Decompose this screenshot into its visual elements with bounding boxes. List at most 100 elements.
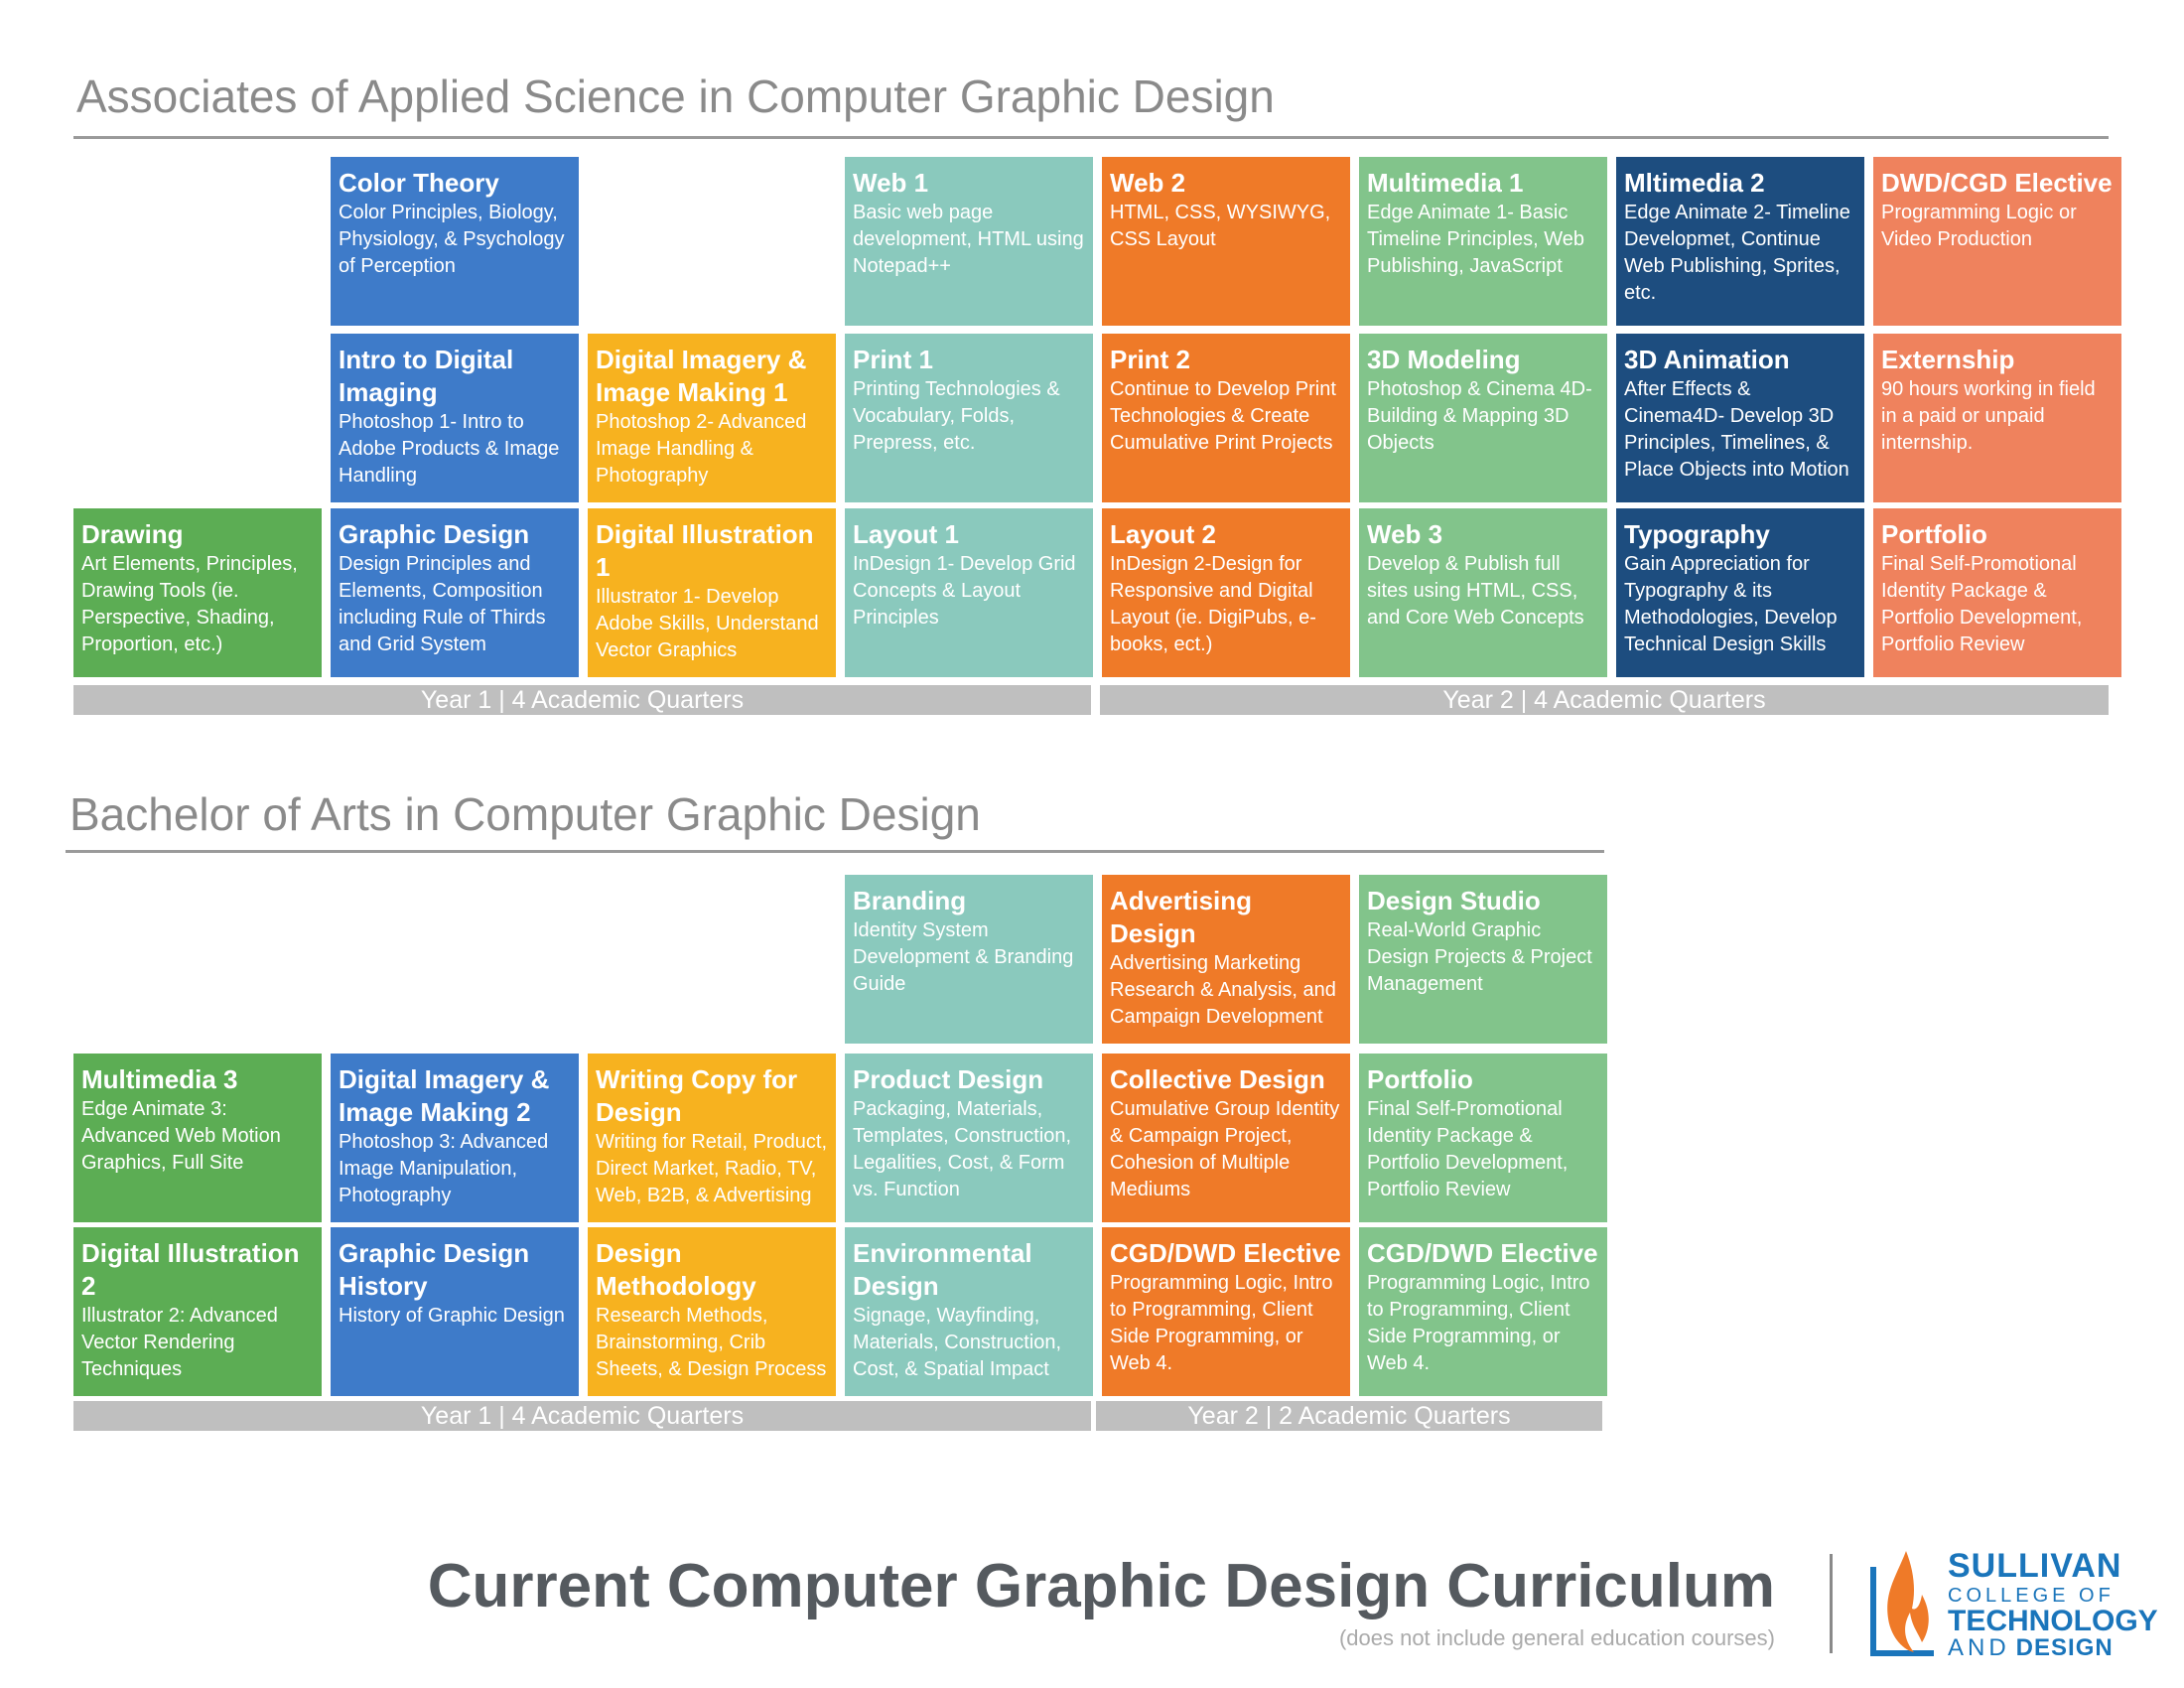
course-description: Color Principles, Biology, Physiology, &… xyxy=(339,202,565,277)
associates-year1-bar: Year 1 | 4 Academic Quarters xyxy=(73,685,1091,715)
course-description: Cumulative Group Identity & Campaign Pro… xyxy=(1110,1098,1340,1200)
course-description: InDesign 1- Develop Grid Concepts & Layo… xyxy=(853,553,1076,629)
course-card-product-design: Product Design Packaging, Materials, Temp… xyxy=(845,1054,1093,1222)
course-description: Edge Animate 3: Advanced Web Motion Grap… xyxy=(81,1098,281,1174)
sullivan-logo: SULLIVAN COLLEGE OF TECHNOLOGY AND DESIGN xyxy=(1866,1547,2164,1661)
course-card-branding: Branding Identity System Development & Br… xyxy=(845,875,1093,1044)
course-card-portfolio: Portfolio Final Self-Promotional Identity… xyxy=(1873,508,2121,677)
course-card-layout-2: Layout 2 InDesign 2-Design for Responsive… xyxy=(1102,508,1350,677)
course-card-graphic-design: Graphic Design Design Principles and Elem… xyxy=(331,508,579,677)
course-card-color-theory: Color Theory Color Principles, Biology, P… xyxy=(331,157,579,326)
course-description: Advertising Marketing Research & Analysi… xyxy=(1110,952,1336,1028)
course-description: Programming Logic, Intro to Programming,… xyxy=(1110,1272,1333,1374)
course-title: Graphic Design History xyxy=(339,1238,530,1301)
course-card-writing-copy-for-design: Writing Copy for Design Writing for Retai… xyxy=(588,1054,836,1222)
logo-line-4: AND DESIGN xyxy=(1948,1634,2114,1662)
course-description: Final Self-Promotional Identity Package … xyxy=(1881,553,2083,655)
course-card-web-2: Web 2 HTML, CSS, WYSIWYG, CSS Layout xyxy=(1102,157,1350,326)
logo-wordmark: SULLIVAN COLLEGE OF TECHNOLOGY AND DESIGN xyxy=(1948,1547,2164,1661)
course-title: Typography xyxy=(1624,519,1770,549)
course-title: 3D Modeling xyxy=(1367,345,1521,374)
logo-line-3: TECHNOLOGY xyxy=(1948,1605,2158,1637)
course-title: Print 1 xyxy=(853,345,933,374)
course-card-design-methodology: Design Methodology Research Methods, Brai… xyxy=(588,1227,836,1396)
footer-divider xyxy=(1830,1554,1833,1653)
course-title: Color Theory xyxy=(339,168,499,198)
course-description: Real-World Graphic Design Projects & Pro… xyxy=(1367,919,1592,995)
course-description: Photoshop & Cinema 4D- Building & Mappin… xyxy=(1367,378,1592,454)
course-title: Graphic Design xyxy=(339,519,530,549)
course-description: Identity System Development & Branding G… xyxy=(853,919,1074,995)
course-card-cgd-dwd-elective: CGD/DWD Elective Programming Logic, Intro… xyxy=(1102,1227,1350,1396)
course-title: Digital Imagery & Image Making 1 xyxy=(596,345,807,407)
course-card-environmental-design: Environmental Design Signage, Wayfinding,… xyxy=(845,1227,1093,1396)
course-title: Digital Illustration 2 xyxy=(81,1238,300,1301)
course-card-externship: Externship 90 hours working in field in a… xyxy=(1873,334,2121,502)
course-title: Branding xyxy=(853,886,967,915)
course-title: Multimedia 3 xyxy=(81,1064,238,1094)
course-title: Portfolio xyxy=(1881,519,1987,549)
course-card-digital-illustration-2: Digital Illustration 2 Illustrator 2: Adv… xyxy=(73,1227,322,1396)
course-description: Photoshop 2- Advanced Image Handling & P… xyxy=(596,411,807,487)
course-title: Digital Illustration 1 xyxy=(596,519,814,582)
course-description: Programming Logic or Video Production xyxy=(1881,202,2077,250)
course-card-design-studio: Design Studio Real-World Graphic Design P… xyxy=(1359,875,1607,1044)
course-card-collective-design: Collective Design Cumulative Group Identi… xyxy=(1102,1054,1350,1222)
course-card-cgd-dwd-elective: CGD/DWD Elective Programming Logic, Intro… xyxy=(1359,1227,1607,1396)
course-description: Illustrator 2: Advanced Vector Rendering… xyxy=(81,1305,278,1380)
associates-title-rule xyxy=(73,136,2109,139)
logo-design: DESIGN xyxy=(2015,1634,2114,1661)
course-card-intro-to-digital-imaging: Intro to Digital Imaging Photoshop 1- Int… xyxy=(331,334,579,502)
course-card-dwd-cgd-elective: DWD/CGD Elective Programming Logic or Vid… xyxy=(1873,157,2121,326)
course-title: Print 2 xyxy=(1110,345,1190,374)
course-card-drawing: Drawing Art Elements, Principles, Drawing… xyxy=(73,508,322,677)
bachelor-title-rule xyxy=(66,850,1604,853)
course-title: Intro to Digital Imaging xyxy=(339,345,514,407)
course-title: Web 3 xyxy=(1367,519,1443,549)
course-card-mltimedia-2: Mltimedia 2 Edge Animate 2- Timeline Deve… xyxy=(1616,157,1864,326)
course-description: Basic web page development, HTML using N… xyxy=(853,202,1084,277)
course-description: Edge Animate 1- Basic Timeline Principle… xyxy=(1367,202,1584,277)
course-title: 3D Animation xyxy=(1624,345,1790,374)
course-card-multimedia-1: Multimedia 1 Edge Animate 1- Basic Timeli… xyxy=(1359,157,1607,326)
course-description: Signage, Wayfinding, Materials, Construc… xyxy=(853,1305,1062,1380)
course-card-layout-1: Layout 1 InDesign 1- Develop Grid Concept… xyxy=(845,508,1093,677)
course-card-advertising-design: Advertising Design Advertising Marketing … xyxy=(1102,875,1350,1044)
logo-line-1: SULLIVAN xyxy=(1948,1547,2122,1585)
course-title: Drawing xyxy=(81,519,184,549)
logo-line-2: COLLEGE OF xyxy=(1948,1585,2115,1607)
curriculum-title: Current Computer Graphic Design Curricul… xyxy=(427,1552,1775,1620)
course-description: Illustrator 1- Develop Adobe Skills, Und… xyxy=(596,586,819,661)
course-description: Programming Logic, Intro to Programming,… xyxy=(1367,1272,1590,1374)
bachelor-year1-bar: Year 1 | 4 Academic Quarters xyxy=(73,1401,1091,1431)
course-card-web-1: Web 1 Basic web page development, HTML us… xyxy=(845,157,1093,326)
course-description: Photoshop 1- Intro to Adobe Products & I… xyxy=(339,411,560,487)
course-title: Product Design xyxy=(853,1064,1044,1094)
course-card-3d-animation: 3D Animation After Effects & Cinema4D- De… xyxy=(1616,334,1864,502)
bachelor-year2-bar: Year 2 | 2 Academic Quarters xyxy=(1096,1401,1602,1431)
course-title: Layout 1 xyxy=(853,519,959,549)
associates-title: Associates of Applied Science in Compute… xyxy=(76,70,1275,122)
course-description: Continue to Develop Print Technologies &… xyxy=(1110,378,1336,454)
course-title: Environmental Design xyxy=(853,1238,1032,1301)
course-title: Web 1 xyxy=(853,168,929,198)
course-card-print-2: Print 2 Continue to Develop Print Technol… xyxy=(1102,334,1350,502)
course-title: Multimedia 1 xyxy=(1367,168,1524,198)
course-card-web-3: Web 3 Develop & Publish full sites using … xyxy=(1359,508,1607,677)
course-description: Design Principles and Elements, Composit… xyxy=(339,553,546,655)
flame-icon xyxy=(1870,1551,1934,1656)
course-title: Mltimedia 2 xyxy=(1624,168,1765,198)
course-title: CGD/DWD Elective xyxy=(1110,1238,1341,1268)
course-description: Edge Animate 2- Timeline Developmet, Con… xyxy=(1624,202,1850,304)
course-title: Advertising Design xyxy=(1110,886,1253,948)
course-title: Writing Copy for Design xyxy=(596,1064,798,1127)
course-description: Art Elements, Principles, Drawing Tools … xyxy=(81,553,298,655)
course-title: Web 2 xyxy=(1110,168,1186,198)
course-description: 90 hours working in field in a paid or u… xyxy=(1881,378,2096,454)
course-card-digital-imagery-image-making-1: Digital Imagery & Image Making 1 Photosho… xyxy=(588,334,836,502)
course-title: Collective Design xyxy=(1110,1064,1325,1094)
course-description: Photoshop 3: Advanced Image Manipulation… xyxy=(339,1131,549,1206)
course-title: DWD/CGD Elective xyxy=(1881,168,2113,198)
course-card-multimedia-3: Multimedia 3 Edge Animate 3: Advanced Web… xyxy=(73,1054,322,1222)
course-card-typography: Typography Gain Appreciation for Typograp… xyxy=(1616,508,1864,677)
